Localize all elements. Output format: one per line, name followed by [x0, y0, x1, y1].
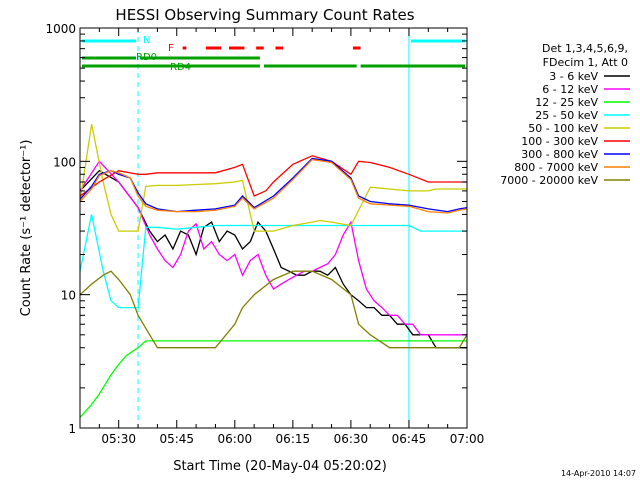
x-tick-label-0: 05:30 [101, 432, 136, 446]
legend-label-8: 7000 - 20000 keV [500, 174, 598, 187]
x-tick-label-1: 05:45 [159, 432, 194, 446]
legend-label-2: 12 - 25 keV [535, 96, 598, 109]
legend-header-2: FDecim 1, Att 0 [543, 56, 628, 69]
series-line-2 [79, 340, 467, 418]
y-tick-label-1: 10 [61, 289, 76, 303]
flag-layer: N F RD0 RD4 [82, 35, 465, 73]
y-tick-label-2: 100 [53, 155, 76, 169]
y-tick-label-0: 1 [68, 422, 76, 436]
legend: Det 1,3,4,5,6,9, FDecim 1, Att 0 3 - 6 k… [500, 42, 630, 187]
series-line-7 [79, 158, 468, 214]
plot-layer [79, 28, 468, 428]
legend-label-1: 6 - 12 keV [542, 83, 598, 96]
legend-label-0: 3 - 6 keV [549, 70, 598, 83]
legend-label-4: 50 - 100 keV [528, 122, 598, 135]
series-line-1 [79, 160, 467, 336]
x-tick-label-6: 07:00 [450, 432, 485, 446]
flag-label-rd4: RD4 [170, 62, 191, 73]
chart-title: HESSI Observing Summary Count Rates [115, 6, 414, 24]
y-tick-label-3: 1000 [45, 22, 76, 36]
legend-label-5: 100 - 300 keV [521, 135, 598, 148]
flag-label-n: N [143, 35, 150, 46]
x-tick-label-5: 06:45 [392, 432, 427, 446]
legend-header-1: Det 1,3,4,5,6,9, [542, 42, 628, 55]
series-line-8 [79, 270, 468, 349]
legend-label-6: 300 - 800 keV [521, 148, 598, 161]
series-line-6 [79, 157, 468, 213]
series-line-4 [79, 124, 467, 232]
x-tick-label-4: 06:30 [334, 432, 369, 446]
legend-label-3: 25 - 50 keV [535, 109, 598, 122]
flag-label-f: F [168, 43, 174, 54]
series-line-3 [79, 214, 467, 309]
timestamp: 14-Apr-2010 14:07 [561, 469, 636, 478]
series-line-5 [79, 155, 467, 197]
series-line-0 [79, 169, 467, 349]
axis-layer: 05:30 05:45 06:00 06:15 06:30 06:45 07:00 1 10 10… [45, 22, 484, 446]
x-tick-label-2: 06:00 [218, 432, 253, 446]
legend-label-7: 800 - 7000 keV [514, 161, 598, 174]
x-tick-label-3: 06:15 [276, 432, 311, 446]
y-axis-label: Count Rate (s⁻¹ detector⁻¹) [19, 140, 34, 317]
x-axis-label: Start Time (20-May-04 05:20:02) [173, 459, 387, 474]
flag-label-rd0: RD0 [136, 52, 157, 63]
